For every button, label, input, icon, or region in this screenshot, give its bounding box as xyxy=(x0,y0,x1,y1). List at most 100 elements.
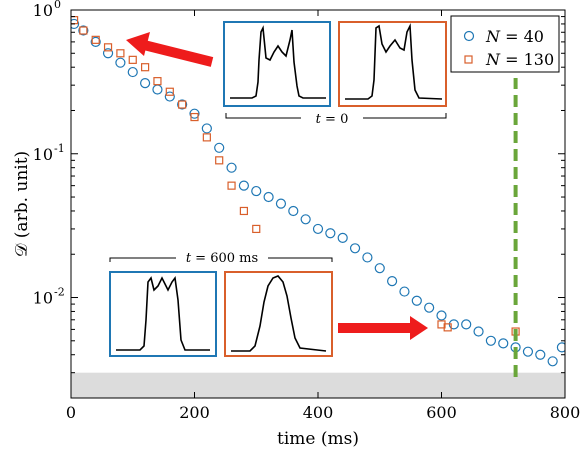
y-tick-label: 10 xyxy=(33,289,53,308)
series-0-point xyxy=(535,349,546,360)
series-1-point xyxy=(215,156,224,165)
inset-t600-label-rel: = xyxy=(191,251,210,266)
series-0-point xyxy=(436,310,447,321)
series-0-point xyxy=(152,84,163,95)
arrow-to-t600 xyxy=(338,316,428,340)
legend-rel-n130: = xyxy=(500,50,524,69)
x-tick-label: 400 xyxy=(303,403,334,422)
series-0-point xyxy=(78,25,89,36)
series-0-point xyxy=(547,356,558,367)
series-0-point xyxy=(102,48,114,59)
arrow-to-t0-head xyxy=(126,32,150,56)
inset-t600-right-profile xyxy=(231,275,327,352)
series-1-point xyxy=(239,206,248,216)
arrow-to-t0 xyxy=(126,32,214,67)
y-tick-exponent: -2 xyxy=(54,286,65,299)
legend: N = 40 N = 130 xyxy=(450,15,560,73)
series-layer xyxy=(71,16,565,367)
series-0-point xyxy=(115,57,126,68)
inset-t0-label-var: t xyxy=(316,112,322,127)
arrow-to-t600-head xyxy=(410,316,428,340)
y-tick-exponent: -1 xyxy=(54,142,65,155)
inset-t600-label-var: t xyxy=(186,251,192,266)
legend-label-n40: N = 40 xyxy=(485,27,544,46)
legend-marker-n40 xyxy=(463,30,475,42)
x-tick-label: 0 xyxy=(66,403,76,422)
series-1-point xyxy=(252,224,261,234)
series-0-point xyxy=(201,123,212,134)
inset-t0-right-panel xyxy=(338,21,447,107)
series-0-point xyxy=(387,276,398,287)
series-0-point xyxy=(312,223,324,235)
inset-t600: t = 600 ms xyxy=(109,250,333,357)
inset-t600-right-panel xyxy=(224,271,333,357)
inset-t600-label-val: 600 ms xyxy=(210,251,258,266)
inset-t0-right-profile xyxy=(345,22,443,100)
x-axis-label: time (ms) xyxy=(277,429,359,449)
series-0-point xyxy=(374,263,385,274)
series-0-point xyxy=(411,295,422,306)
series-0-point xyxy=(325,228,336,239)
series-1-point xyxy=(103,43,113,52)
series-0-point xyxy=(485,335,496,346)
series-1-point xyxy=(128,55,137,64)
series-0-point xyxy=(498,338,509,349)
series-0-point xyxy=(556,342,565,353)
series-0-point xyxy=(337,232,348,243)
series-1-point xyxy=(79,26,88,35)
inset-t0-label-rel: = xyxy=(321,112,340,127)
series-0-point xyxy=(90,36,101,47)
series-1-point xyxy=(178,100,187,109)
series-1-point xyxy=(141,63,150,72)
inset-t600-label-bg xyxy=(176,250,268,266)
inset-t0-label: t = 0 xyxy=(316,112,349,127)
series-0-point xyxy=(349,243,361,254)
series-0-point xyxy=(164,91,175,102)
series-1-point xyxy=(443,323,452,332)
series-0-point xyxy=(288,205,299,217)
y-tick-label: 10 xyxy=(33,1,53,20)
legend-val-n40: 40 xyxy=(524,27,544,46)
series-0-point xyxy=(399,286,410,297)
series-0-point xyxy=(362,252,373,263)
series-0-point xyxy=(461,319,472,330)
series-0-point xyxy=(238,180,249,191)
x-tick-label: 200 xyxy=(179,403,210,422)
series-0-point xyxy=(251,185,262,197)
series-0-point xyxy=(189,108,200,119)
series-0-point xyxy=(127,66,138,78)
series-0-point xyxy=(275,198,287,209)
series-0-point xyxy=(424,302,435,313)
y-tick-label: 10 xyxy=(33,145,53,164)
series-0-point xyxy=(177,99,188,110)
legend-marker-n130 xyxy=(464,55,473,64)
series-0-point xyxy=(473,326,484,337)
series-0-point xyxy=(263,191,274,203)
inset-t600-left-profile xyxy=(116,275,210,351)
inset-t0-left-panel xyxy=(223,21,331,107)
series-1-point xyxy=(116,49,125,58)
series-0-point xyxy=(300,214,311,225)
inset-t0-label-val: 0 xyxy=(340,112,348,127)
inset-t600-label: t = 600 ms xyxy=(186,251,258,266)
inset-t600-left-panel xyxy=(109,271,217,357)
legend-label-n130: N = 130 xyxy=(485,50,554,69)
legend-rel-n40: = xyxy=(500,27,524,46)
series-1-point xyxy=(190,112,199,122)
series-0-point xyxy=(522,346,534,357)
arrow-to-t0-shaft xyxy=(138,39,214,67)
inset-t0: t = 0 xyxy=(223,21,447,127)
y-tick-exponent: 0 xyxy=(54,0,61,11)
legend-var-n130: N xyxy=(485,50,501,69)
x-tick-label: 600 xyxy=(426,403,457,422)
series-0-point xyxy=(214,142,225,153)
legend-var-n40: N xyxy=(485,27,501,46)
inset-t0-left-profile xyxy=(230,25,326,99)
series-1-point xyxy=(227,181,236,190)
x-tick-label: 800 xyxy=(550,403,581,422)
legend-val-n130: 130 xyxy=(524,50,555,69)
series-0-point xyxy=(226,162,237,173)
inset-t0-label-bg xyxy=(301,110,363,126)
